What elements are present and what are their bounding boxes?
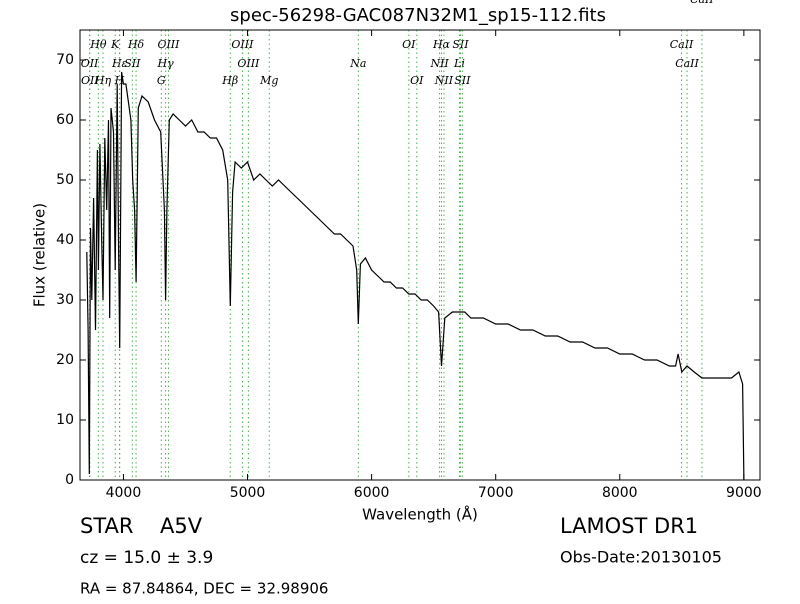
obs-date: Obs-Date:20130105	[560, 548, 722, 567]
y-tick-label: 30	[56, 292, 74, 308]
spectral-line-label: OIII	[231, 38, 254, 51]
x-axis-label: Wavelength (Å)	[362, 505, 478, 524]
spectral-line-label: OIII	[237, 57, 260, 70]
y-tick-label: 60	[56, 112, 74, 128]
spectral-line-label: Li	[453, 57, 465, 70]
spectral-line-label: OII	[81, 57, 99, 70]
spectral-line-label: OIII	[157, 38, 180, 51]
spectral-line-label: Hθ	[89, 38, 107, 51]
y-axis-label: Flux (relative)	[31, 203, 49, 307]
spectral-line-label: K	[110, 38, 120, 51]
x-tick-label: 6000	[354, 485, 390, 501]
x-tick-label: 7000	[478, 485, 514, 501]
y-tick-label: 0	[65, 472, 74, 488]
spectral-line-label: SII	[454, 74, 471, 87]
y-tick-label: 70	[56, 52, 74, 68]
redshift: cz = 15.0 ± 3.9	[80, 548, 213, 568]
spectral-line-label: Na	[349, 57, 366, 70]
spectral-line-label: SII	[124, 57, 141, 70]
spectral-line-label: NII	[429, 57, 449, 70]
survey: LAMOST DR1	[560, 514, 698, 538]
spectral-line-label: OI	[410, 74, 424, 87]
spectral-line-label: OI	[402, 38, 416, 51]
y-tick-label: 10	[56, 412, 74, 428]
spectral-line-label: Hδ	[127, 38, 145, 51]
chart-title: spec-56298-GAC087N32M1_sp15-112.fits	[230, 5, 606, 26]
spectral-line-label: H	[114, 74, 125, 87]
spectral-line-label: Hη	[94, 74, 112, 87]
y-tick-label: 50	[56, 172, 74, 188]
spectral-line-label: Mg	[259, 74, 278, 87]
spectral-line-label: Hβ	[221, 74, 238, 87]
spectral-line-label: CaII	[675, 57, 699, 70]
subclass: A5V	[160, 514, 203, 538]
spectral-line-label: OII	[81, 74, 99, 87]
spectral-line-label: Hε	[111, 57, 128, 70]
x-tick-label: 8000	[602, 485, 638, 501]
x-tick-label: 9000	[726, 485, 762, 501]
spectral-line-label: NII	[434, 74, 454, 87]
spectral-line-label: Hα	[432, 38, 451, 51]
spectral-line-label: SII	[452, 38, 469, 51]
spectrum-line	[86, 71, 745, 481]
plot-frame	[79, 29, 761, 481]
spectral-line-label: CaII	[690, 0, 714, 6]
x-tick-label: 5000	[230, 485, 266, 501]
spectral-line-label: G	[157, 74, 166, 87]
spectral-line-label: CaII	[670, 38, 694, 51]
coordinates: RA = 87.84864, DEC = 32.98906	[80, 580, 328, 598]
spectral-line-label: Hγ	[157, 57, 175, 70]
y-tick-label: 40	[56, 232, 74, 248]
y-tick-label: 20	[56, 352, 74, 368]
x-tick-label: 4000	[106, 485, 142, 501]
object-class: STAR	[80, 514, 133, 538]
